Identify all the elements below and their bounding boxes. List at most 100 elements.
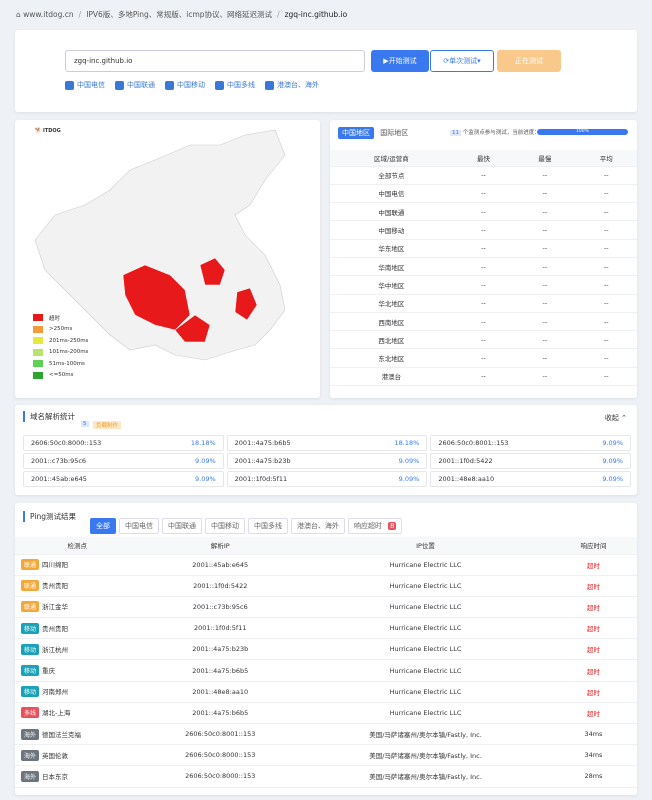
ping-cell: 移动 重庆 [15,659,140,682]
filter-tab[interactable]: 中国多线 [248,518,288,534]
ping-ip: 2001::4a75:b23b [139,638,302,661]
dns-item: 2001::1f0d:5422 9.09% [430,453,631,469]
filter-text: 中国联通 [168,522,196,530]
stats-row: 港澳台 -- -- -- [330,367,637,387]
checkbox[interactable]: 中国移动 [165,80,205,90]
checkbox[interactable]: 港澳台、海外 [265,80,319,90]
stats-cell: 中国移动 [330,220,453,240]
legend-label: 超时 [49,315,61,322]
ping-ip: 2606:50c0:8000::153 [139,744,302,767]
ping-cell: 多线 湖北-上海 [15,702,140,725]
options: 中国电信 中国联通 中国移动 中国多线 港澳台、海外 [65,80,329,92]
dns-item: 2001::1f0d:5f11 9.09% [226,471,428,487]
ping-cell: 联通 贵州贵阳 [15,575,140,597]
legend-item: <=50ms [33,370,88,382]
dns-ip: 2001::45ab:e645 [31,475,87,483]
ping-location: 四川绵阳 [42,561,69,570]
tab[interactable]: 国际地区 [380,129,409,137]
legend-label: 201ms-250ms [49,337,89,344]
ping-row: 移动 河南郑州 2001::48e8:aa10 Hurricane Electric … [15,681,637,703]
region-shape [199,257,226,286]
filter-tab[interactable]: 中国联通 [162,518,202,534]
stats-cell: -- [452,348,515,368]
ping-ip: 2001::45ab:e645 [139,554,302,576]
ping-ip-location: 美国/马萨诸塞州/奥尔本镇/Fastly, Inc. [301,744,550,767]
legend-item: 201ms-250ms [33,335,88,347]
stats-cell: 中国电信 [330,184,453,204]
crumb-link[interactable]: IPV6版、多地Ping、常规版、icmp协议、网络延迟测试 [86,10,273,19]
stats-row: 中国电信 -- -- -- [330,184,637,204]
ping-ip-location: Hurricane Electric LLC [301,554,550,576]
ping-row: 移动 重庆 2001::4a75:b6b5 Hurricane Electric LL… [15,659,637,682]
checkbox-label: 港澳台、海外 [277,81,319,89]
filter-tab[interactable]: 全部 [90,518,116,534]
stats-cell: 华南地区 [330,257,453,277]
legend-label: 51ms-100ms [49,360,85,367]
stats-cell: -- [575,330,637,350]
checkbox-label: 中国移动 [177,81,205,89]
ping-ip: 2001::1f0d:5422 [139,575,302,597]
tab[interactable]: 中国地区 [338,127,374,139]
ping-ip-location: 美国/马萨诸塞州/奥尔本镇/Fastly, Inc. [301,765,550,788]
legend-item: 超时 [33,312,88,324]
carrier-tag: 移动 [21,622,40,634]
legend-swatch [33,371,43,379]
checkbox[interactable]: 中国联通 [115,80,155,90]
checkbox[interactable]: 中国多线 [215,80,255,90]
crumb-link[interactable]: www.itdog.cn [23,10,74,19]
column-header: 检测点 [15,537,140,555]
stats-cell: -- [514,257,576,277]
single-button[interactable]: ⟳ 单次测试 ▾ [430,50,494,72]
ping-response: 超时 [549,554,637,576]
stats-cell: -- [575,312,637,332]
stats-row: 华中地区 -- -- -- [330,275,637,295]
stats-cell: -- [514,312,576,332]
checkbox-box [215,80,224,90]
country-shape [34,129,286,361]
filter-tab[interactable]: 响应超时 8 [348,518,403,534]
filter-tab[interactable]: 中国电信 [119,518,159,534]
domain-input[interactable]: zgq-inc.github.io [65,50,365,72]
progress-bar: 100% [537,129,628,135]
checkbox-label: 中国多线 [227,81,255,89]
button-text: 单次测试 [449,57,478,65]
ping-row: 联通 浙江金华 2001::c73b:95c6 Hurricane Electric … [15,596,637,619]
start-button[interactable]: ▶ 开始测试 [371,50,429,72]
dns-item: 2606:50c0:8001::153 9.09% [430,435,631,451]
progress-text: 个监测点参与测试，当前进度： [462,130,540,136]
ping-response: 超时 [549,659,637,682]
stats-cell: 华东地区 [330,239,453,258]
progress-info: 11 个监测点参与测试，当前进度： [450,128,540,136]
stats-cell: -- [514,348,576,368]
collapse-text: 收起 [604,414,619,422]
dns-percent: 9.09% [398,457,420,465]
stats-cell: -- [514,239,576,258]
dns-item: 2606:50c0:8000::153 18.18% [23,435,224,451]
dns-ip: 2001::4a75:b23b [234,457,291,465]
dns-percent: 9.09% [195,457,216,465]
collapse[interactable]: 收起 ⌃ [604,414,627,422]
filter-text: 全部 [96,522,110,530]
dns-panel: 域名解析统计 5 负载制作 收起 ⌃ 2606:50c0:8000::153 18… [15,405,637,495]
ping-cell: 移动 河南郑州 [15,681,140,703]
dns-item: 2001::4a75:b6b5 18.18% [226,435,428,451]
checkbox[interactable]: 中国电信 [65,80,105,90]
checkbox-box [65,80,74,90]
ping-ip: 2001::48e8:aa10 [139,681,302,703]
ping-response: 34ms [549,744,637,767]
stats-cell: -- [575,220,637,240]
filter-tab[interactable]: 港澳台、海外 [291,518,345,534]
ping-cell: 移动 贵州贵阳 [15,617,140,640]
stats-cell: -- [452,166,515,185]
ping-location: 浙江杭州 [42,645,69,654]
filter-tab[interactable]: 中国移动 [205,518,245,534]
ping-table: 检测点 解析IP IP位置 响应时间 联通 四川绵阳 2001::45ab:e645 Hurr… [15,537,637,788]
carrier-tag: 移动 [21,643,40,655]
crumb-current: zgq-inc.github.io [284,10,348,19]
dns-item: 2001::4a75:b23b 9.09% [226,453,428,469]
filter-text: 中国电信 [125,522,153,530]
ping-ip: 2001::c73b:95c6 [139,596,302,619]
stats-table: 区域/运营商 最快 最慢 平均 全部节点 -- -- -- 中国电信 -- -- -- 中国联通 -- --… [330,150,637,387]
ping-ip-location: 美国/马萨诸塞州/奥尔本镇/Fastly, Inc. [301,723,550,746]
ping-row: 移动 贵州贵阳 2001::1f0d:5f11 Hurricane Electric … [15,617,637,640]
